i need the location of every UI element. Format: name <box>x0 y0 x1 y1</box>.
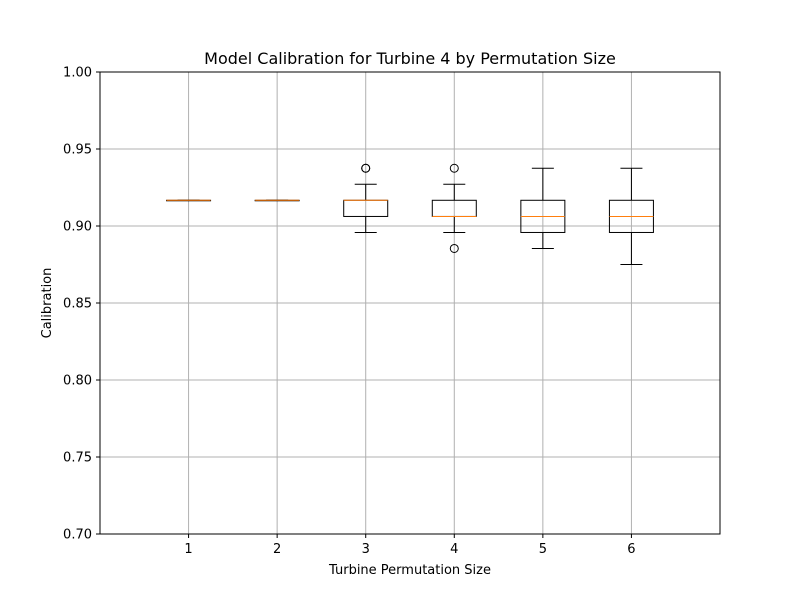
x-tick-label: 3 <box>362 542 370 557</box>
y-tick-label: 0.75 <box>63 451 92 466</box>
chart-title: Model Calibration for Turbine 4 by Permu… <box>204 49 616 68</box>
y-tick-label: 0.80 <box>63 374 92 389</box>
y-tick-label: 1.00 <box>63 66 92 81</box>
y-tick-label: 0.90 <box>63 220 92 235</box>
box-layer <box>166 163 654 265</box>
y-tick-label: 0.95 <box>63 143 92 158</box>
y-tick-label: 0.85 <box>63 297 92 312</box>
outlier-point <box>449 243 459 253</box>
outlier-point <box>449 163 459 173</box>
x-tick-label: 4 <box>450 542 458 557</box>
x-tick-label: 1 <box>184 542 192 557</box>
box-3 <box>343 163 389 233</box>
x-tick-label: 6 <box>627 542 635 557</box>
box-4 <box>431 163 477 253</box>
grid-layer <box>100 71 720 535</box>
box-1 <box>166 199 212 202</box>
y-axis-label: Calibration <box>40 268 55 339</box>
y-tick-label: 0.70 <box>63 528 92 543</box>
box-6 <box>608 167 654 265</box>
box-5 <box>520 167 566 249</box>
outlier-point <box>361 163 371 173</box>
x-axis-label: Turbine Permutation Size <box>328 563 491 578</box>
tick-layer: 0.70 0.75 0.80 0.85 0.90 0.95 1.00 1 2 3 4 5 6 <box>63 66 636 558</box>
x-tick-label: 2 <box>273 542 281 557</box>
x-tick-label: 5 <box>539 542 547 557</box>
box-2 <box>254 199 300 202</box>
